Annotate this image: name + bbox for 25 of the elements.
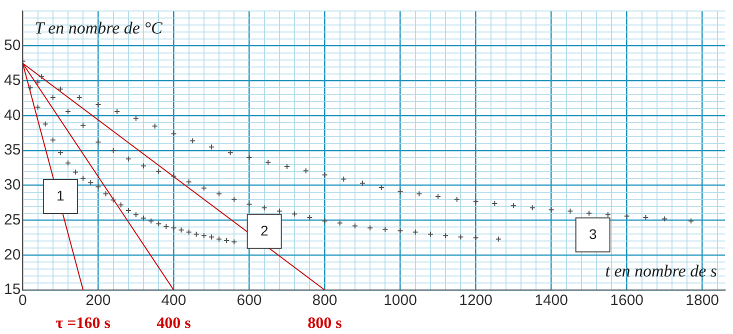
y-tick-label: 40 <box>4 106 21 124</box>
y-tick-label: 50 <box>4 37 21 54</box>
x-tick-label: 0 <box>18 292 27 310</box>
x-tick-label: 1200 <box>459 292 492 310</box>
y-tick-label: 45 <box>4 72 21 89</box>
x-tick-label: 600 <box>236 292 262 310</box>
x-tick-label: 400 <box>161 292 186 310</box>
annotation: 1 <box>56 187 65 204</box>
y-axis-title: T en nombre de °C <box>34 18 164 38</box>
x-axis-title: t en nombre de s <box>605 261 718 280</box>
annotation: 2 <box>260 222 268 238</box>
x-tick-label: 800 <box>312 292 338 310</box>
x-tick-label: 1800 <box>686 292 720 310</box>
x-tick-label: 1600 <box>610 292 644 310</box>
annotation: 400 s <box>156 315 191 332</box>
x-tick-label: 200 <box>86 292 111 310</box>
x-tick-label: 1000 <box>384 292 417 310</box>
x-tick-label: 1400 <box>534 292 568 310</box>
y-tick-label: 25 <box>4 211 21 228</box>
y-tick-label: 20 <box>4 246 21 264</box>
annotation: 3 <box>588 226 597 242</box>
y-tick-label: 35 <box>4 142 21 159</box>
annotation: 800 s <box>308 315 342 332</box>
annotation: τ =160 s <box>56 315 110 332</box>
y-tick-label: 30 <box>4 176 21 194</box>
